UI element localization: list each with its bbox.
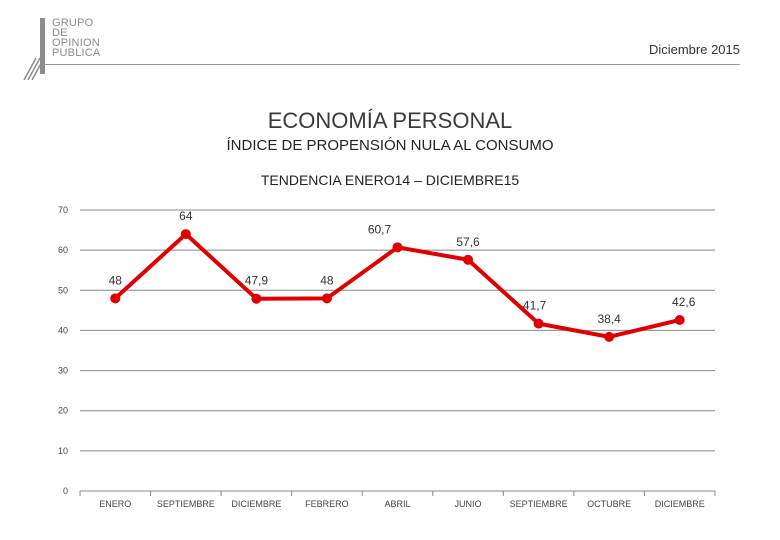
y-tick-label: 0	[63, 486, 68, 496]
y-tick-label: 30	[58, 366, 68, 376]
data-label: 60,7	[368, 222, 392, 236]
logo-line: GRUPO	[52, 17, 94, 29]
x-tick-label: DICIEMBRE	[231, 499, 281, 509]
data-label: 38,4	[597, 312, 621, 326]
page-subtitle: ÍNDICE DE PROPENSIÓN NULA AL CONSUMO	[226, 137, 554, 154]
logo-stripes-icon	[23, 57, 45, 80]
logo-line: OPINION	[52, 37, 100, 49]
data-label: 48	[109, 273, 123, 287]
logo-text: GRUPO DE OPINION PUBLICA	[52, 17, 101, 59]
y-tick-label: 20	[58, 406, 68, 416]
data-label: 48	[320, 273, 334, 287]
x-tick-label: SEPTIEMBRE	[157, 499, 215, 509]
header-divider	[44, 64, 740, 65]
data-label: 57,6	[456, 235, 480, 249]
y-tick-label: 60	[58, 245, 68, 255]
trend-label: TENDENCIA ENERO14 – DICIEMBRE15	[260, 172, 520, 188]
data-label: 41,7	[523, 299, 547, 313]
data-point	[251, 293, 262, 304]
report-date: Diciembre 2015	[648, 42, 740, 57]
data-point	[674, 314, 685, 325]
logo-bar	[40, 18, 45, 74]
data-point	[180, 229, 191, 240]
x-tick-label: JUNIO	[455, 499, 482, 509]
logo: GRUPO DE OPINION PUBLICA	[22, 16, 112, 80]
x-tick-label: FEBRERO	[305, 499, 349, 509]
y-tick-label: 40	[58, 325, 68, 335]
logo-line: PUBLICA	[52, 47, 101, 59]
data-label: 64	[179, 209, 193, 223]
data-point	[463, 254, 474, 265]
x-tick-label: ENERO	[99, 499, 131, 509]
data-point	[321, 293, 332, 304]
y-tick-label: 10	[58, 446, 68, 456]
data-point	[392, 242, 403, 253]
data-point	[604, 331, 615, 342]
y-tick-label: 70	[58, 205, 68, 215]
logo-line: DE	[52, 27, 68, 39]
page-title: ECONOMÍA PERSONAL	[267, 108, 513, 133]
data-label: 42,6	[672, 295, 696, 309]
x-tick-label: DICIEMBRE	[655, 499, 705, 509]
data-point	[110, 293, 121, 304]
y-tick-label: 50	[58, 285, 68, 295]
x-tick-label: ABRIL	[384, 499, 410, 509]
x-tick-label: SEPTIEMBRE	[510, 499, 568, 509]
x-tick-label: OCTUBRE	[587, 499, 631, 509]
data-point	[533, 318, 544, 329]
data-label: 47,9	[245, 274, 269, 288]
